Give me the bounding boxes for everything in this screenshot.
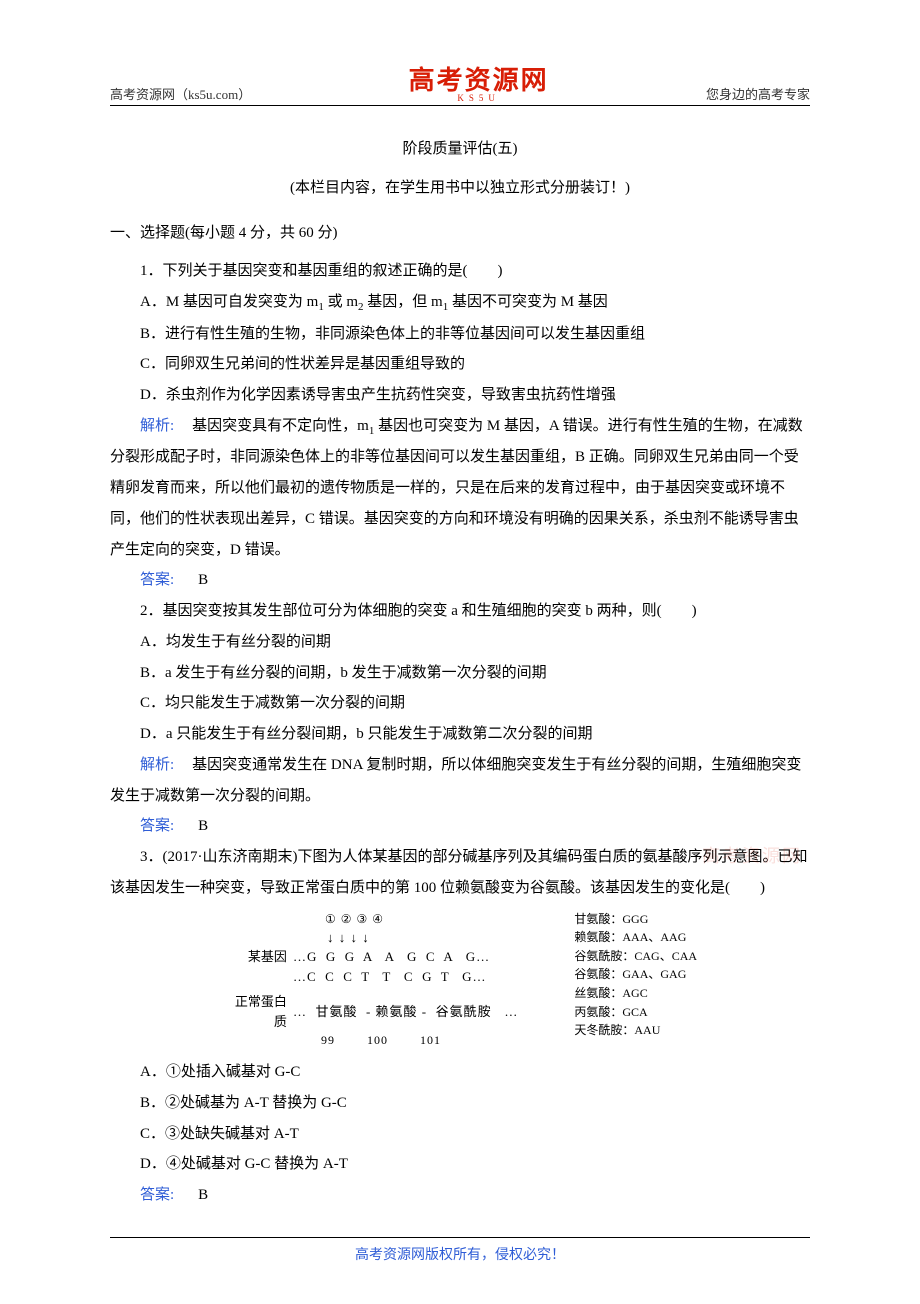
q2-option-b: B．a 发生于有丝分裂的间期，b 发生于减数第一次分裂的间期 (110, 658, 810, 689)
site-logo-text: 高考资源网 (251, 60, 706, 97)
q1-option-d: D．杀虫剂作为化学因素诱导害虫产生抗药性突变，导致害虫抗药性增强 (110, 380, 810, 411)
analysis-label: 解析: (140, 418, 174, 434)
protein-seq: … 甘氨酸 - 赖氨酸 - 谷氨酰胺 … (293, 1002, 518, 1022)
header-center: 高考资源网 KS5U (251, 60, 706, 103)
q2-analysis-text: 基因突变通常发生在 DNA 复制时期，所以体细胞突变发生于有丝分裂的间期，生殖细… (110, 757, 801, 804)
q1a-post: 基因不可突变为 M 基因 (448, 294, 608, 310)
gene-label: 某基因 (223, 947, 287, 967)
protein-label: 正常蛋白质 (223, 992, 287, 1031)
q2-option-a: A．均发生于有丝分裂的间期 (110, 627, 810, 658)
codon-row: 谷氨酸：GAA、GAG (574, 965, 697, 984)
diagram-arrows: ↓ ↓ ↓ ↓ (293, 928, 370, 948)
q1a-mid2: 基因，但 m (364, 294, 443, 310)
q1-option-a: A．M 基因可自发突变为 m1 或 m2 基因，但 m1 基因不可突变为 M 基… (110, 287, 810, 319)
codon-row: 甘氨酸：GGG (574, 910, 697, 929)
answer-label-2: 答案: (140, 818, 174, 834)
answer-label-3: 答案: (140, 1187, 174, 1203)
answer-label: 答案: (140, 572, 174, 588)
page-title: 阶段质量评估(五) (110, 134, 810, 165)
codon-table: 甘氨酸：GGG 赖氨酸：AAA、AAG 谷氨酰胺：CAG、CAA 谷氨酸：GAA… (574, 910, 697, 1050)
page-header: 高考资源网（ks5u.com） 高考资源网 KS5U 您身边的高考专家 (110, 60, 810, 106)
q1a-mid: 或 m (324, 294, 358, 310)
header-left: 高考资源网（ks5u.com） (110, 84, 251, 103)
diagram-gene: ① ② ③ ④ ↓ ↓ ↓ ↓ 某基因 …G G G A A G C A G… …… (223, 910, 518, 1050)
codon-row: 谷氨酰胺：CAG、CAA (574, 947, 697, 966)
codon-row: 赖氨酸：AAA、AAG (574, 928, 697, 947)
analysis-label-2: 解析: (140, 757, 174, 773)
q2-stem: 2．基因突变按其发生部位可分为体细胞的突变 a 和生殖细胞的突变 b 两种，则(… (110, 596, 810, 627)
q2-option-c: C．均只能发生于减数第一次分裂的间期 (110, 688, 810, 719)
q1-analysis-post: 基因也可突变为 M 基因，A 错误。进行有性生殖的生物，在减数分裂形成配子时，非… (110, 418, 803, 558)
header-right: 您身边的高考专家 (706, 84, 810, 103)
q2-analysis: 解析:基因突变通常发生在 DNA 复制时期，所以体细胞突变发生于有丝分裂的间期，… (110, 750, 810, 812)
q1-answer-value: B (198, 572, 208, 588)
diagram-markers: ① ② ③ ④ (293, 910, 384, 928)
q3-option-d: D．④处碱基对 G-C 替换为 A-T (110, 1149, 810, 1180)
q1a-pre: A．M 基因可自发突变为 m (140, 294, 318, 310)
q1-option-c: C．同卵双生兄弟间的性状差异是基因重组导致的 (110, 349, 810, 380)
codon-row: 天冬酰胺：AAU (574, 1021, 697, 1040)
seq-bottom: …C C C T T C G T G… (293, 967, 487, 987)
codon-row: 丝氨酸：AGC (574, 984, 697, 1003)
seq-top: …G G G A A G C A G… (293, 947, 490, 967)
q2-option-d: D．a 只能发生于有丝分裂间期，b 只能发生于减数第二次分裂的间期 (110, 719, 810, 750)
q1-answer: 答案: B (110, 565, 810, 596)
q3-option-b: B．②处碱基为 A-T 替换为 G-C (110, 1088, 810, 1119)
codon-row: 丙氨酸：GCA (574, 1003, 697, 1022)
q3-option-a: A．①处插入碱基对 G-C (110, 1057, 810, 1088)
q1-option-b: B．进行有性生殖的生物，非同源染色体上的非等位基因间可以发生基因重组 (110, 319, 810, 350)
q1-analysis-pre: 基因突变具有不定向性，m (192, 418, 369, 434)
q1-analysis: 解析:基因突变具有不定向性，m1 基因也可突变为 M 基因，A 错误。进行有性生… (110, 411, 810, 566)
page-subtitle: (本栏目内容，在学生用书中以独立形式分册装订！) (110, 173, 810, 204)
q3-stem-text: 3．(2017·山东济南期末)下图为人体某基因的部分碱基序列及其编码蛋白质的氨基… (110, 849, 808, 896)
q3-answer: 答案: B (110, 1180, 810, 1211)
q3-answer-value: B (198, 1187, 208, 1203)
page-footer: 高考资源网版权所有，侵权必究！ (110, 1237, 810, 1264)
q2-answer: 答案: B (110, 811, 810, 842)
q3-option-c: C．③处缺失碱基对 A-T (110, 1119, 810, 1150)
q3-stem: 3．(2017·山东济南期末)下图为人体某基因的部分碱基序列及其编码蛋白质的氨基… (110, 842, 810, 904)
q2-answer-value: B (198, 818, 208, 834)
q3-diagram: ① ② ③ ④ ↓ ↓ ↓ ↓ 某基因 …G G G A A G C A G… …… (110, 910, 810, 1050)
protein-nums: 99 100 101 (293, 1031, 441, 1049)
q1-stem: 1．下列关于基因突变和基因重组的叙述正确的是( ) (110, 256, 810, 287)
section-heading: 一、选择题(每小题 4 分，共 60 分) (110, 218, 810, 249)
